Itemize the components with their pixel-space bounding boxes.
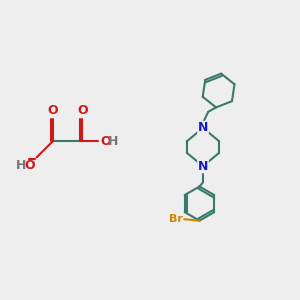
Text: Br: Br	[169, 214, 183, 224]
Text: H: H	[16, 159, 26, 172]
Text: O: O	[77, 104, 88, 117]
Text: O: O	[24, 159, 34, 172]
Text: O: O	[47, 104, 58, 117]
Text: N: N	[198, 160, 208, 173]
Text: O: O	[100, 135, 111, 148]
Text: H: H	[108, 135, 118, 148]
Text: N: N	[198, 122, 208, 134]
